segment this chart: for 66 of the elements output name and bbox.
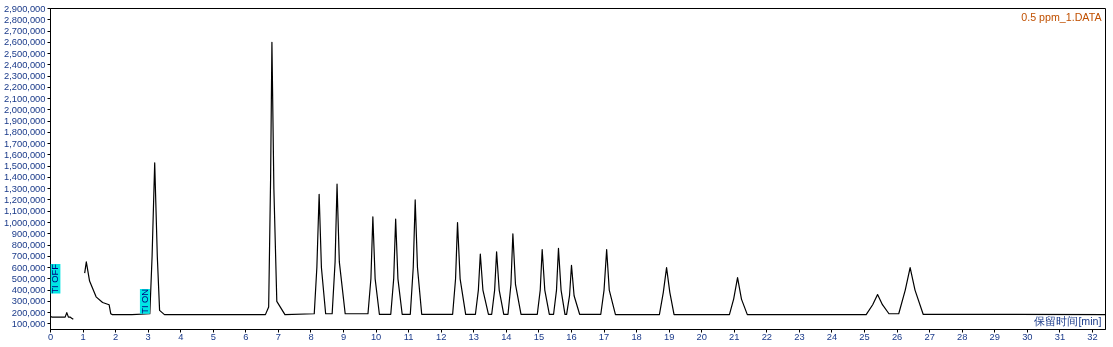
- y-tick-label: 700,000: [11, 251, 46, 262]
- x-tick-label: 31: [1054, 331, 1066, 342]
- annotation: TI OFF: [50, 263, 61, 294]
- x-axis-title: 保留时间[min]: [1034, 314, 1102, 327]
- y-tick-label: 1,100,000: [4, 206, 46, 217]
- y-tick-label: 1,500,000: [4, 161, 46, 172]
- y-tick-label: 2,200,000: [4, 82, 46, 93]
- annotation: TI ON: [139, 288, 150, 314]
- x-tick-label: 13: [468, 331, 480, 342]
- y-tick-label: 800,000: [11, 240, 46, 251]
- y-tick-label: 1,700,000: [4, 138, 46, 149]
- x-tick-label: 16: [566, 331, 577, 342]
- y-tick-label: 600,000: [11, 262, 46, 273]
- y-tick-label: 1,000,000: [4, 217, 46, 228]
- y-tick-label: 2,800,000: [4, 14, 46, 25]
- y-tick-label: 900,000: [11, 228, 46, 239]
- x-tick-label: 7: [275, 331, 282, 342]
- y-tick-label: 1,900,000: [4, 116, 46, 127]
- y-tick-label: 2,300,000: [4, 71, 46, 82]
- x-tick-label: 3: [145, 331, 151, 342]
- x-tick-label: 6: [243, 331, 249, 342]
- y-tick-label: 400,000: [11, 285, 46, 296]
- x-tick-label: 2: [113, 331, 119, 342]
- x-tick-label: 19: [663, 331, 675, 342]
- x-tick-label: 8: [308, 331, 314, 342]
- x-tick-label: 11: [403, 331, 414, 342]
- x-tick-label: 25: [859, 331, 870, 342]
- y-tick-label: 2,000,000: [4, 104, 46, 115]
- chart-title: 0.5 ppm_1.DATA: [1021, 10, 1103, 23]
- y-tick-label: 2,600,000: [4, 37, 46, 48]
- y-tick-label: 200,000: [11, 307, 46, 318]
- x-tick-label: 21: [729, 331, 740, 342]
- x-tick-label: 12: [436, 331, 447, 342]
- y-tick-label: 300,000: [11, 296, 46, 307]
- y-tick-label: 2,100,000: [4, 93, 46, 104]
- x-tick-label: 15: [533, 331, 545, 342]
- y-tick-label: 2,400,000: [4, 59, 46, 70]
- x-tick-label: 30: [1022, 331, 1033, 342]
- x-tick-label: 5: [210, 331, 216, 342]
- y-tick-label: 500,000: [11, 273, 46, 284]
- x-tick-label: 18: [631, 331, 642, 342]
- x-tick-label: 27: [924, 331, 935, 342]
- x-tick-label: 1: [80, 331, 86, 342]
- y-tick-label: 1,200,000: [4, 194, 46, 205]
- x-tick-label: 24: [826, 331, 838, 342]
- x-tick-label: 26: [891, 331, 903, 342]
- x-tick-label: 4: [178, 331, 184, 342]
- y-tick-label: 2,900,000: [4, 3, 46, 14]
- y-tick-label: 1,400,000: [4, 172, 46, 183]
- y-tick-label: 1,300,000: [4, 183, 46, 194]
- y-tick-label: 2,700,000: [4, 26, 46, 37]
- x-tick-label: 14: [501, 331, 512, 342]
- x-tick-label: 10: [370, 331, 382, 342]
- x-tick-label: 9: [340, 331, 347, 342]
- x-tick-label: 20: [696, 331, 707, 342]
- x-tick-label: 22: [761, 331, 773, 342]
- x-tick-label: 0: [47, 331, 54, 342]
- x-tick-label: 17: [598, 331, 610, 342]
- y-tick-label: 1,800,000: [4, 127, 46, 138]
- y-tick-label: 2,500,000: [4, 48, 46, 59]
- x-tick-label: 29: [989, 331, 1000, 342]
- x-tick-label: 28: [957, 331, 968, 342]
- x-tick-label: 32: [1087, 331, 1098, 342]
- x-tick-label: 23: [794, 331, 805, 342]
- y-tick-label: 1,600,000: [4, 149, 46, 160]
- y-tick-label: 100,000: [11, 318, 46, 329]
